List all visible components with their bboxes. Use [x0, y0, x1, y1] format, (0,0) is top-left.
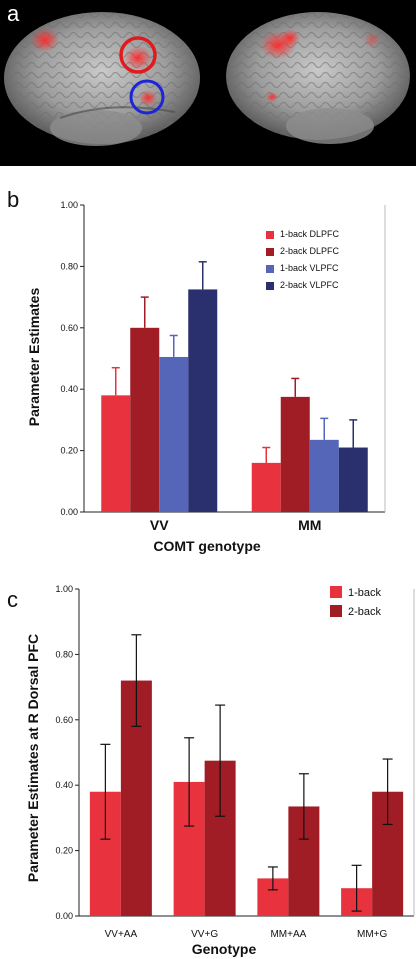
- panel-b-x-axis-title: COMT genotype: [153, 538, 261, 554]
- panel-b-label: b: [7, 187, 19, 212]
- bar: [159, 356, 189, 512]
- left-hemisphere-image: [4, 12, 200, 146]
- bar: [130, 327, 160, 512]
- y-tick-label: 0.20: [60, 446, 78, 456]
- bar: [188, 289, 218, 512]
- bar: [309, 439, 339, 512]
- legend-label: 2-back VLPFC: [280, 280, 339, 290]
- y-tick-label: 0.00: [55, 911, 73, 921]
- legend-swatch: [266, 231, 274, 239]
- category-label: VV+AA: [105, 929, 138, 940]
- y-tick-label: 1.00: [60, 200, 78, 210]
- panel-b-chart: b Parameter Estimates COMT genotype 0.00…: [7, 187, 386, 554]
- category-label: VV+G: [191, 929, 218, 940]
- panel-a: a: [0, 0, 416, 166]
- legend-label: 1-back VLPFC: [280, 263, 339, 273]
- y-tick-label: 1.00: [55, 584, 73, 594]
- y-tick-label: 0.00: [60, 507, 78, 517]
- category-label: MM+AA: [270, 929, 306, 940]
- category-label: VV: [150, 517, 169, 533]
- panel-c-chart: c Parameter Estimates at R Dorsal PFC Ge…: [7, 584, 415, 957]
- bar: [101, 395, 131, 512]
- panel-c-x-axis-title: Genotype: [192, 941, 257, 957]
- y-tick-label: 0.80: [55, 649, 73, 659]
- legend-swatch: [266, 265, 274, 273]
- legend-swatch: [266, 282, 274, 290]
- y-tick-label: 0.60: [55, 715, 73, 725]
- y-tick-label: 0.20: [55, 846, 73, 856]
- legend-label: 1-back DLPFC: [280, 229, 340, 239]
- legend-swatch: [266, 248, 274, 256]
- y-tick-label: 0.40: [55, 780, 73, 790]
- legend-label: 2-back DLPFC: [280, 246, 340, 256]
- category-label: MM: [298, 517, 321, 533]
- legend-label: 2-back: [348, 606, 382, 618]
- bar: [338, 447, 368, 512]
- legend-swatch: [330, 605, 342, 617]
- y-tick-label: 0.40: [60, 384, 78, 394]
- y-tick-label: 0.80: [60, 261, 78, 271]
- category-label: MM+G: [357, 929, 388, 940]
- y-tick-label: 0.60: [60, 323, 78, 333]
- legend-label: 1-back: [348, 587, 382, 599]
- panel-a-label: a: [7, 1, 20, 26]
- panel-b-y-axis-title: Parameter Estimates: [26, 288, 42, 427]
- dlpfc-ring: [119, 36, 157, 74]
- panel-c-label: c: [7, 587, 18, 612]
- panel-c-y-axis-title: Parameter Estimates at R Dorsal PFC: [25, 634, 41, 882]
- right-hemisphere-image: [226, 12, 410, 144]
- legend-swatch: [330, 586, 342, 598]
- bar: [251, 462, 281, 512]
- bar: [280, 396, 310, 512]
- vlpfc-ring: [129, 79, 165, 115]
